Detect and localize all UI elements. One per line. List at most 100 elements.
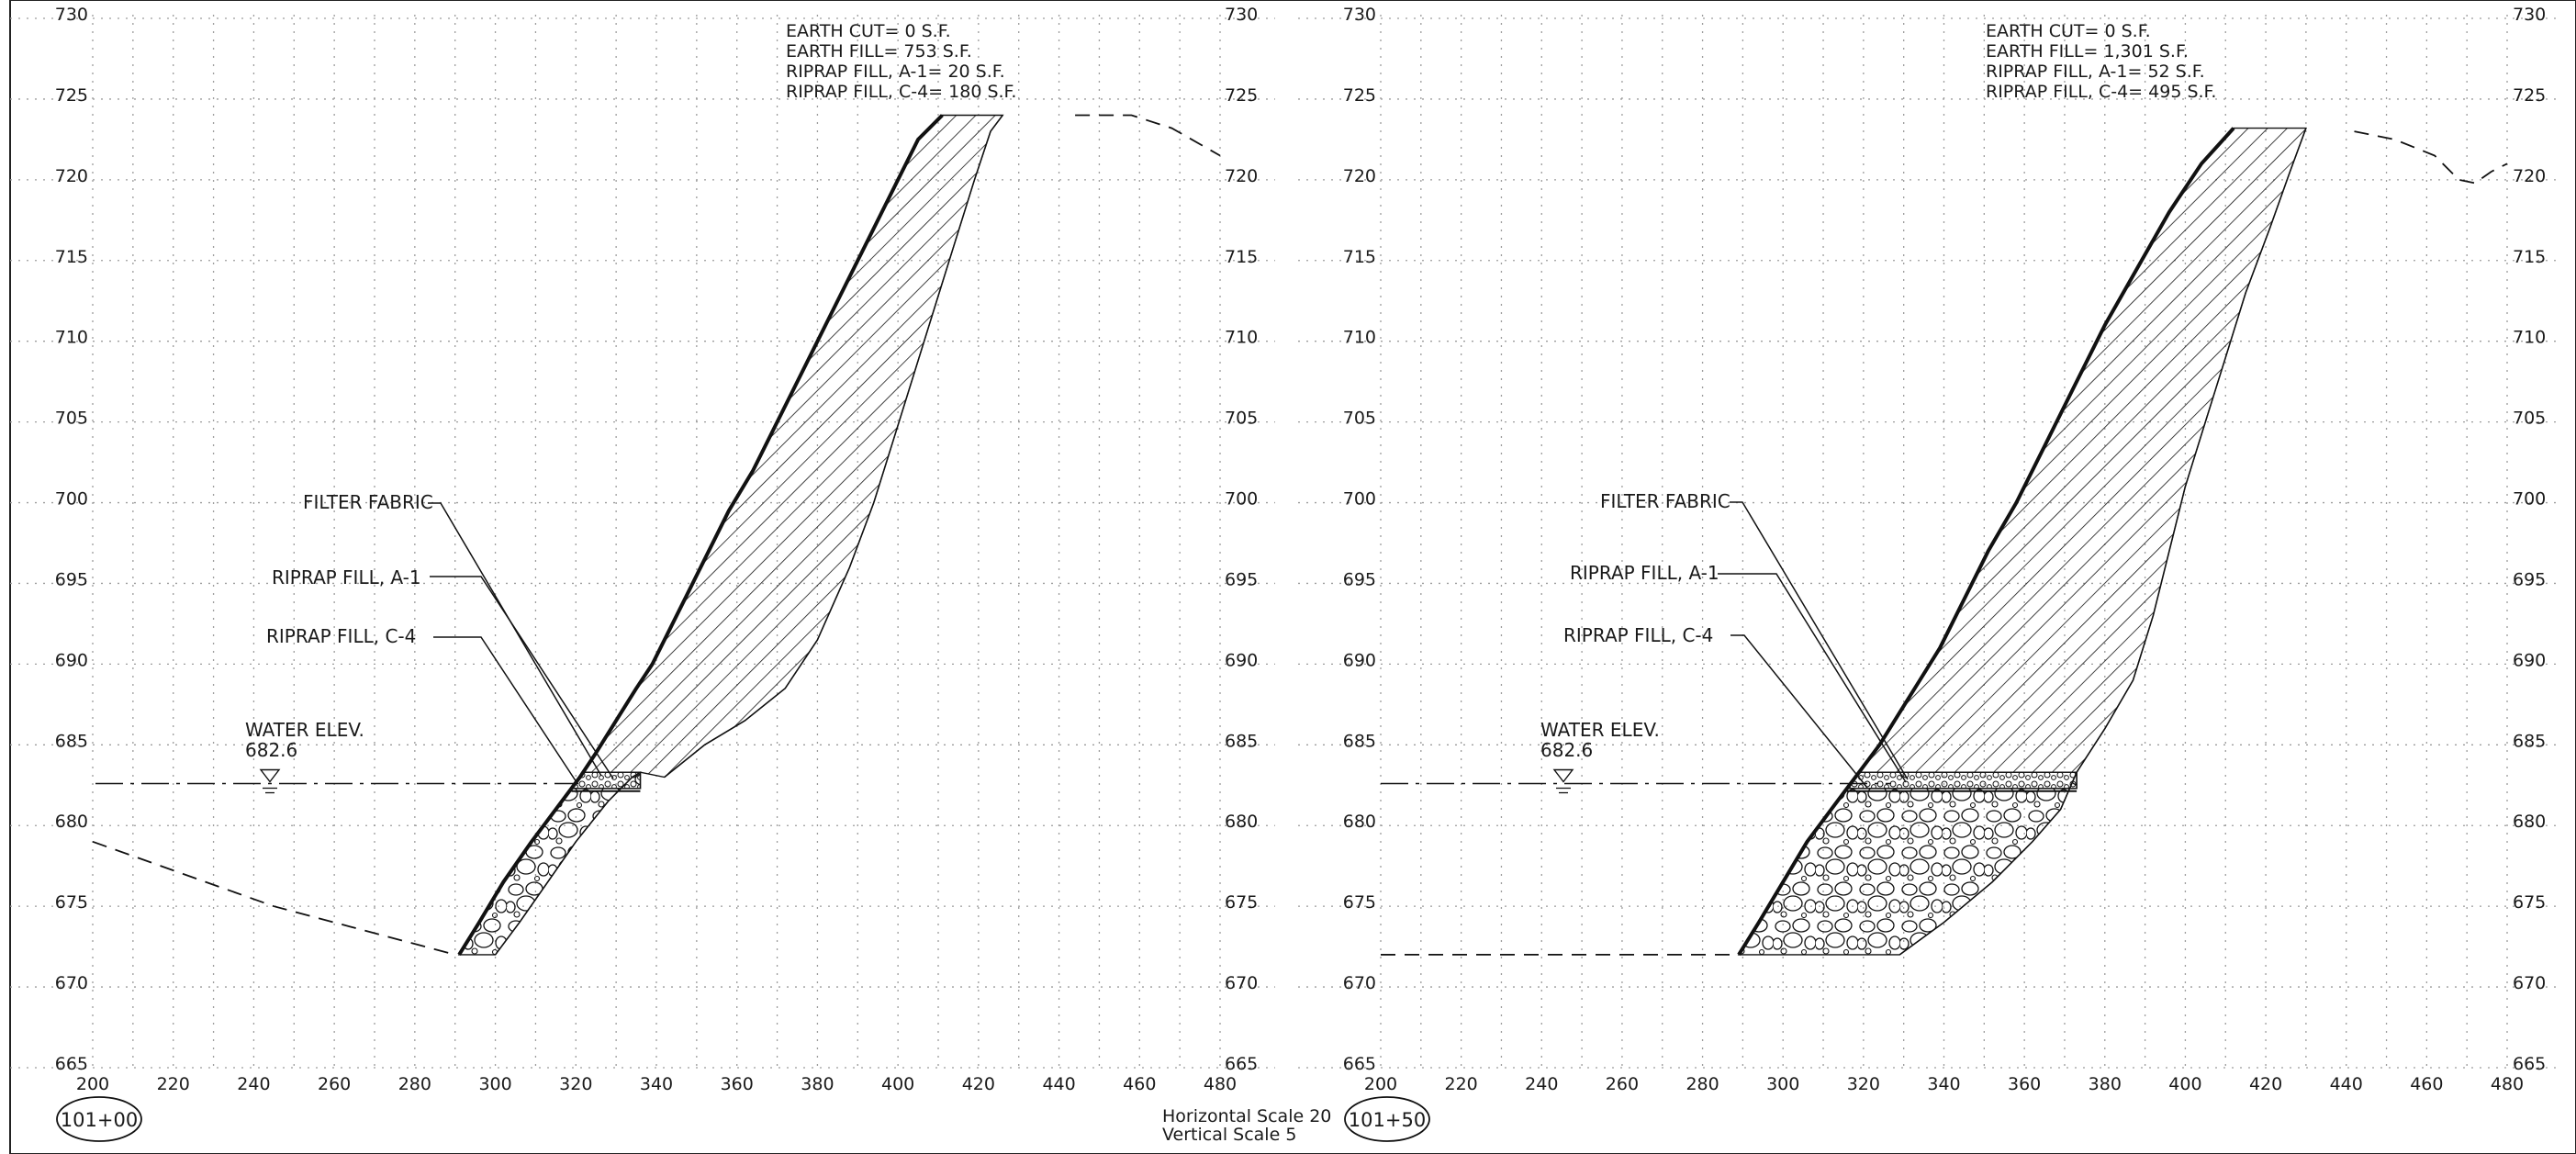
riprap-a1-layer [1845, 771, 2078, 790]
elevation-tick-label: 725 [2513, 85, 2546, 106]
offset-tick-label: 260 [318, 1074, 351, 1094]
elevation-tick-label: 685 [1343, 731, 1376, 751]
riprap-c4-region [457, 770, 642, 956]
vertical-scale-label: Vertical Scale 5 [1162, 1125, 1296, 1145]
filter-fabric-label: FILTER FABRIC [1600, 490, 1730, 512]
offset-tick-label: 440 [1042, 1074, 1075, 1094]
earth-fill-quantity: EARTH FILL= 753 S.F. [786, 41, 972, 62]
elevation-tick-label: 720 [1343, 166, 1376, 186]
water-level-symbol [259, 768, 281, 783]
elevation-tick-label: 680 [1225, 812, 1258, 832]
elevation-axis-right: 730 725 720 715 710 705 700 695 690 685 680 675 670 6… [1225, 5, 1258, 1074]
sheet-border [9, 0, 2576, 1154]
elevation-tick-label: 730 [2513, 5, 2546, 25]
water-elevation-value: 682.6 [1540, 739, 1593, 761]
elevation-axis-right: 730 725 720 715 710 705 700 695 690 685 680 675 670 6… [2513, 5, 2546, 1074]
elevation-tick-label: 690 [1225, 650, 1258, 670]
elevation-tick-label: 665 [2513, 1054, 2546, 1074]
riprap-c4-label: RIPRAP FILL, C-4 [266, 625, 416, 647]
offset-tick-label: 260 [1606, 1074, 1639, 1094]
cross-section-101-00: 730 725 720 715 710 705 700 695 690 685 680 675 670 6… [10, 5, 1275, 1142]
riprap-a1-label: RIPRAP FILL, A-1 [1570, 562, 1719, 584]
grid [10, 15, 1275, 1069]
existing-ground-left-line [92, 840, 455, 956]
elevation-tick-label: 725 [1225, 85, 1258, 106]
elevation-tick-label: 730 [1225, 5, 1258, 25]
elevation-tick-label: 675 [55, 892, 88, 913]
offset-tick-label: 340 [1927, 1074, 1960, 1094]
offset-tick-label: 240 [1525, 1074, 1558, 1094]
offset-tick-label: 320 [559, 1074, 592, 1094]
cross-section-101-50: 730 725 720 715 710 705 700 695 690 685 680 675 670 6… [1298, 5, 2562, 1142]
elevation-tick-label: 685 [55, 731, 88, 751]
offset-tick-label: 460 [1123, 1074, 1156, 1094]
existing-ground-right-line [1075, 114, 1221, 157]
elevation-tick-label: 665 [1225, 1054, 1258, 1074]
elevation-tick-label: 710 [1343, 328, 1376, 348]
label-leader-line [433, 636, 577, 783]
riprap-c4-quantity: RIPRAP FILL, C-4= 180 S.F. [786, 82, 1016, 102]
elevation-tick-label: 730 [1343, 5, 1376, 25]
offset-tick-label: 400 [881, 1074, 914, 1094]
elevation-tick-label: 665 [1343, 1054, 1376, 1074]
elevation-tick-label: 665 [55, 1054, 88, 1074]
elevation-tick-label: 675 [2513, 892, 2546, 913]
elevation-tick-label: 715 [1343, 247, 1376, 267]
offset-tick-label: 480 [2491, 1074, 2524, 1094]
offset-tick-label: 420 [962, 1074, 995, 1094]
label-leader-line [428, 502, 602, 777]
original-ground-line [2076, 128, 2307, 773]
station-badge: 101+00 [56, 1096, 142, 1142]
offset-tick-label: 420 [2249, 1074, 2282, 1094]
fill-toe-line [1898, 771, 2078, 956]
earth-cut-quantity: EARTH CUT= 0 S.F. [1986, 21, 2151, 41]
elevation-tick-label: 700 [1225, 489, 1258, 510]
station-label: 101+50 [1349, 1109, 1426, 1131]
elevation-tick-label: 680 [2513, 812, 2546, 832]
offset-tick-label: 300 [478, 1074, 511, 1094]
elevation-tick-label: 725 [55, 85, 88, 106]
finished-grade-line [457, 114, 944, 956]
label-leader-line [1730, 634, 1868, 789]
finished-grade-line [1737, 127, 2235, 956]
riprap-a1-quantity: RIPRAP FILL, A-1= 52 S.F. [1986, 62, 2205, 82]
elevation-tick-label: 715 [55, 247, 88, 267]
elevation-tick-label: 715 [2513, 247, 2546, 267]
elevation-tick-label: 700 [2513, 489, 2546, 510]
elevation-tick-label: 680 [55, 812, 88, 832]
elevation-tick-label: 680 [1343, 812, 1376, 832]
quantities-note: EARTH CUT= 0 S.F. EARTH FILL= 753 S.F. R… [786, 21, 1016, 102]
elevation-tick-label: 705 [1225, 409, 1258, 429]
elevation-tick-label: 710 [1225, 328, 1258, 348]
quantities-note: EARTH CUT= 0 S.F. EARTH FILL= 1,301 S.F.… [1986, 21, 2216, 102]
offset-tick-label: 200 [76, 1074, 109, 1094]
elevation-tick-label: 700 [55, 489, 88, 510]
elevation-tick-label: 730 [55, 5, 88, 25]
elevation-tick-label: 705 [1343, 409, 1376, 429]
label-leader-line [1730, 501, 1909, 780]
offset-tick-label: 200 [1364, 1074, 1397, 1094]
existing-ground-right-line [2354, 130, 2508, 185]
elevation-tick-label: 725 [1343, 85, 1376, 106]
elevation-tick-label: 685 [2513, 731, 2546, 751]
elevation-tick-label: 675 [1225, 892, 1258, 913]
earth-cut-quantity: EARTH CUT= 0 S.F. [786, 21, 951, 41]
offset-tick-label: 360 [2008, 1074, 2041, 1094]
station-label: 101+00 [61, 1109, 138, 1131]
label-leader-line [1718, 573, 1907, 783]
elevation-tick-label: 720 [55, 166, 88, 186]
offset-tick-label: 220 [1445, 1074, 1478, 1094]
water-elevation-title: WATER ELEV. [1540, 719, 1660, 741]
elevation-tick-label: 690 [1343, 650, 1376, 670]
elevation-tick-label: 695 [2513, 569, 2546, 589]
fill-toe-line [494, 771, 641, 956]
profile [1381, 127, 2508, 956]
offset-tick-label: 380 [801, 1074, 834, 1094]
elevation-tick-label: 670 [1343, 973, 1376, 993]
earth-fill-quantity: EARTH FILL= 1,301 S.F. [1986, 41, 2189, 62]
original-ground-line [664, 115, 1003, 779]
water-elevation-value: 682.6 [245, 739, 297, 761]
elevation-tick-label: 690 [55, 650, 88, 670]
elevation-tick-label: 720 [1225, 166, 1258, 186]
elevation-tick-label: 705 [55, 409, 88, 429]
